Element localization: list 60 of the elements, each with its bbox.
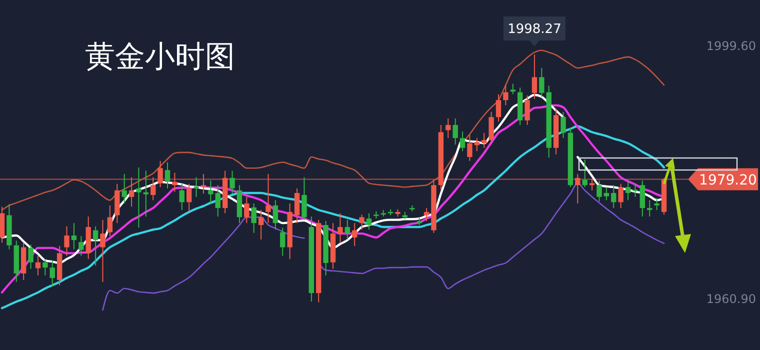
candlestick xyxy=(215,184,220,218)
candlestick xyxy=(647,200,652,218)
candlestick xyxy=(272,200,278,230)
candlestick xyxy=(611,184,616,209)
candlestick xyxy=(92,226,98,266)
ref-line-label: 1979.20 xyxy=(699,172,757,188)
candlestick xyxy=(596,180,602,202)
candlestick xyxy=(625,181,631,201)
candlestick xyxy=(302,176,307,220)
candlestick xyxy=(244,196,250,224)
candlestick xyxy=(524,95,530,126)
candlestick xyxy=(251,202,256,234)
candlestick xyxy=(258,210,264,240)
candlestick xyxy=(294,188,300,224)
candlestick xyxy=(164,162,170,189)
candlestick xyxy=(71,222,77,250)
candlestick xyxy=(42,258,48,276)
candlestick xyxy=(194,176,199,198)
candlestick xyxy=(640,180,646,218)
candlestick xyxy=(64,226,70,256)
candlestick xyxy=(136,166,142,228)
candlestick xyxy=(467,134,472,162)
y-tick-label: 1960.90 xyxy=(706,292,756,306)
candlestick xyxy=(344,219,350,240)
candlestick xyxy=(532,54,538,100)
candlestick xyxy=(510,83,516,95)
candlestick xyxy=(618,183,624,209)
annotation: 1998.27 xyxy=(508,22,562,38)
candlestick xyxy=(604,186,610,201)
candlestick xyxy=(107,204,113,237)
candlestick xyxy=(654,198,660,210)
candlestick xyxy=(230,170,235,194)
candlestick xyxy=(179,183,184,210)
candlestick xyxy=(632,183,638,198)
candlestick xyxy=(100,219,106,282)
candlestick xyxy=(50,260,55,288)
candlestick xyxy=(338,212,343,244)
candlestick xyxy=(208,180,214,204)
candlestick xyxy=(582,159,588,188)
candlestick xyxy=(503,85,508,106)
candlestick xyxy=(482,132,487,148)
candlestick xyxy=(366,212,372,230)
candlestick xyxy=(280,227,286,256)
candlestick xyxy=(352,222,358,246)
candlestick xyxy=(78,236,84,256)
candlestick xyxy=(143,170,149,218)
candlestick xyxy=(446,118,451,139)
candlestick xyxy=(122,174,127,204)
candlestick xyxy=(496,94,502,122)
candlestick xyxy=(35,255,41,276)
candlestick xyxy=(452,118,458,146)
candlestick xyxy=(28,244,34,270)
candlestick xyxy=(186,183,192,212)
text: 黄金小时图 xyxy=(85,40,235,74)
candlestick xyxy=(539,68,544,98)
candlestick xyxy=(488,111,494,146)
candlestick xyxy=(359,214,364,230)
candlestick xyxy=(560,111,566,139)
y-tick-label: 1999.60 xyxy=(706,38,756,53)
candlestick xyxy=(460,130,466,152)
